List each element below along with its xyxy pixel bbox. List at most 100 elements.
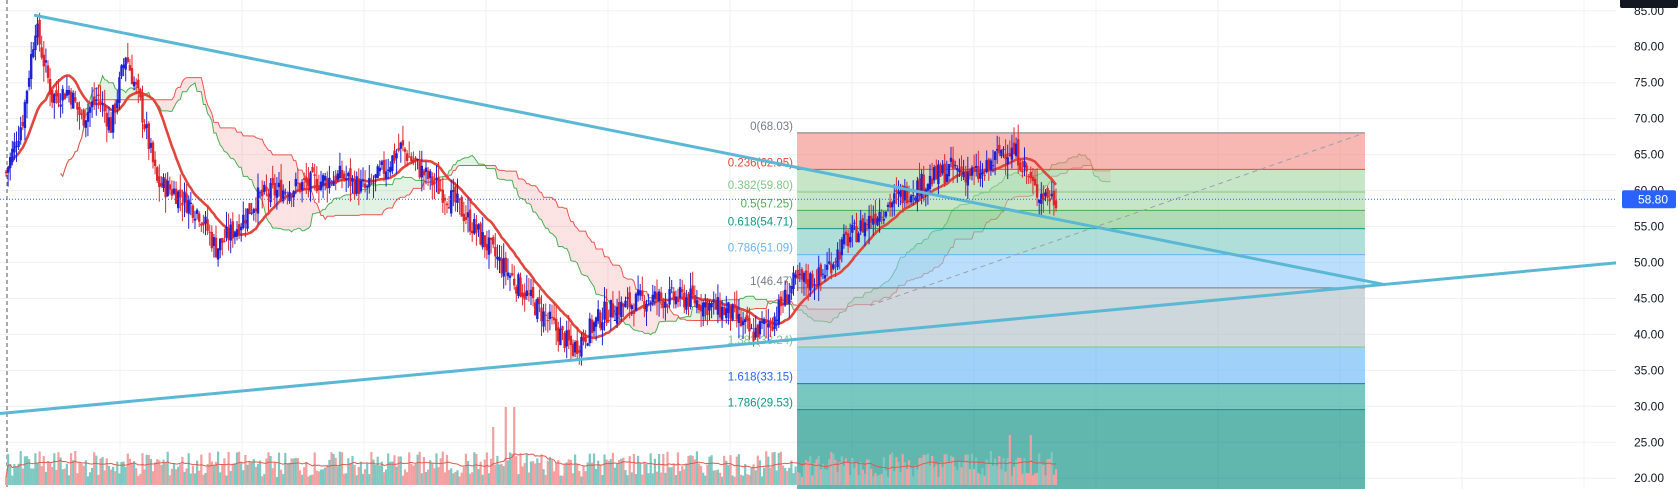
descending-trendline[interactable] [33,13,1386,287]
candle-body [46,65,50,78]
volume-bar [748,475,751,485]
volume-bar [607,460,610,485]
volume-bar [893,471,896,485]
cloud-segment [501,170,504,180]
candle-body [292,191,295,198]
price-axis[interactable]: 85.0080.0075.0070.0065.0060.0055.0050.00… [1616,0,1678,489]
ma-line [4,74,1058,340]
candle-body [540,307,543,322]
candle-body [699,305,703,312]
candle-body [706,299,709,316]
cloud-segment [237,132,240,168]
candle-body [947,164,951,177]
volume-bar [414,463,417,485]
candle-body [798,273,801,275]
volume-bar [460,472,463,485]
volume-bar [387,453,390,485]
candle-body [408,156,411,158]
candle-body [615,306,619,324]
candle-body [899,190,902,197]
volume-bar [103,470,106,485]
candle-body [319,181,323,190]
volume-bar [109,469,113,485]
candle-body [863,222,867,237]
volume-bar [916,469,919,485]
volume-bar [107,465,110,485]
fib-trend-line[interactable] [869,132,1366,307]
volume-bar [376,456,379,485]
candle-body [130,68,134,85]
trendlines[interactable] [0,13,1621,415]
candle-body [90,101,94,108]
candle-body [775,319,778,322]
cloud-segment [537,187,540,219]
candle-body [672,291,675,301]
volume-bar [681,466,684,485]
volume-bar [280,469,283,485]
candle-body [653,291,657,299]
candle-body [237,224,241,236]
candle-body [786,294,789,305]
price-axis-tick-label: 25.00 [1634,435,1664,449]
volume-bar [235,452,239,485]
candle-body [773,316,776,329]
volume-bar [639,462,642,485]
volume-bar [88,472,92,485]
candle-body [949,157,953,162]
volume-bar [126,453,129,485]
candle-body [975,166,978,168]
volume-bar [1036,472,1039,485]
volume-bar [72,460,75,485]
volume-bar [868,459,871,485]
cloud-segment [331,199,334,217]
candle-body [935,165,938,179]
candle-body [17,140,20,147]
volume-bar [844,458,848,485]
candle-body [515,287,518,294]
volume-bar [855,462,858,485]
volume-bar [574,454,577,485]
candle-body [59,104,62,107]
volume-bar [595,468,598,485]
cloud-segment [650,297,653,335]
candle-body [206,219,209,231]
volume-bar [727,465,730,485]
candle-body [930,178,934,185]
candle-body [376,166,379,178]
volume-bar [1054,469,1058,485]
volume-bar [767,456,770,485]
volume-bar [679,471,682,485]
candle-body [601,322,604,331]
candle-body [294,178,297,187]
volume-bar [905,468,908,485]
volume-bar [994,458,997,485]
candle-body [277,182,281,188]
candle-body [311,167,314,172]
candle-body [744,319,747,323]
cloud-segment [230,127,233,159]
candle-body [855,225,858,242]
cloud-segment [547,197,550,233]
ascending-trendline[interactable] [0,260,1621,415]
volume-bar [76,473,79,485]
candle-body [177,191,180,209]
volume-bar [67,475,71,485]
candle-body [399,142,402,149]
candle-body [807,279,810,288]
candle-body [114,103,117,113]
candle-body [168,184,171,190]
volume-bar [191,465,194,485]
fibonacci-retracement[interactable]: 0(68.03) 0.236(62.95) 0.382(59.80) 0.5(57.2… [728,121,1366,489]
volume-bar [120,461,123,485]
candle-body [347,172,350,177]
volume-bar [429,460,432,485]
candle-body [620,301,623,318]
volume-bar [1040,463,1043,485]
volume-bar [649,453,652,485]
volume-bar [1004,471,1007,485]
volume-bar [1044,475,1047,485]
current-price-badge[interactable] [1622,190,1676,209]
volume-bar [540,454,543,485]
cloud-segment [266,147,269,222]
